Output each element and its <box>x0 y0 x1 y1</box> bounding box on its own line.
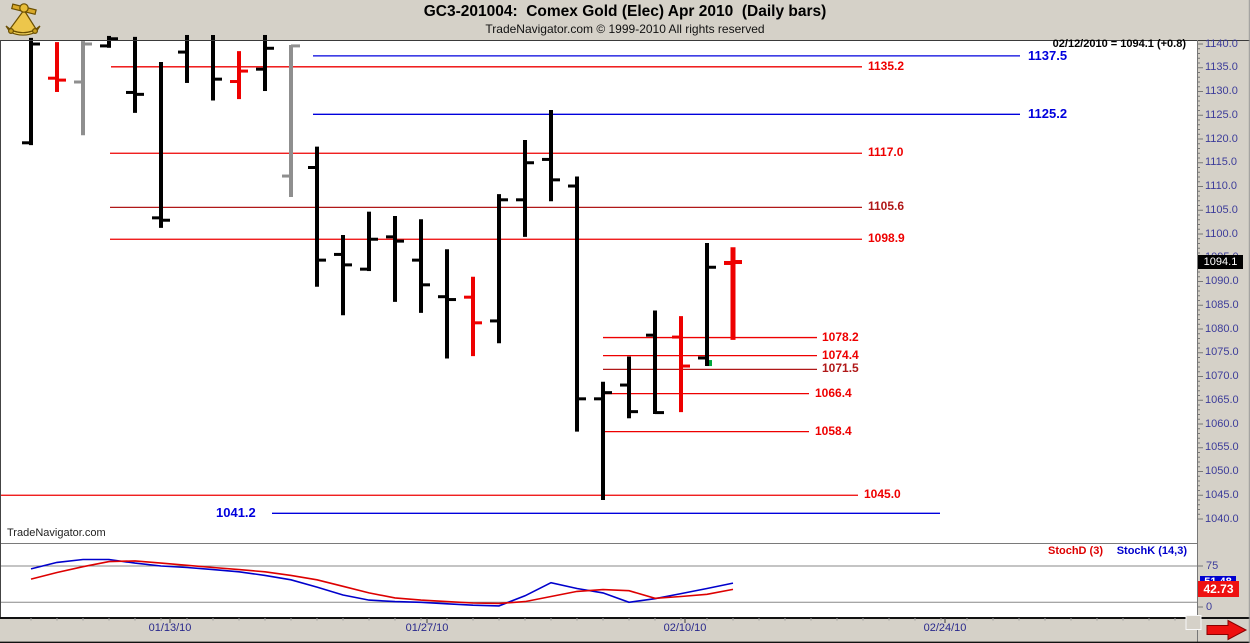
date-axis-strip <box>0 618 1250 643</box>
scroll-right-arrow-button[interactable] <box>1206 619 1248 641</box>
stochd-line <box>30 560 734 605</box>
price-axis-strip <box>1197 40 1250 643</box>
stochk-line <box>30 558 734 607</box>
corner-box <box>1185 615 1202 630</box>
title-bar <box>0 0 1250 40</box>
